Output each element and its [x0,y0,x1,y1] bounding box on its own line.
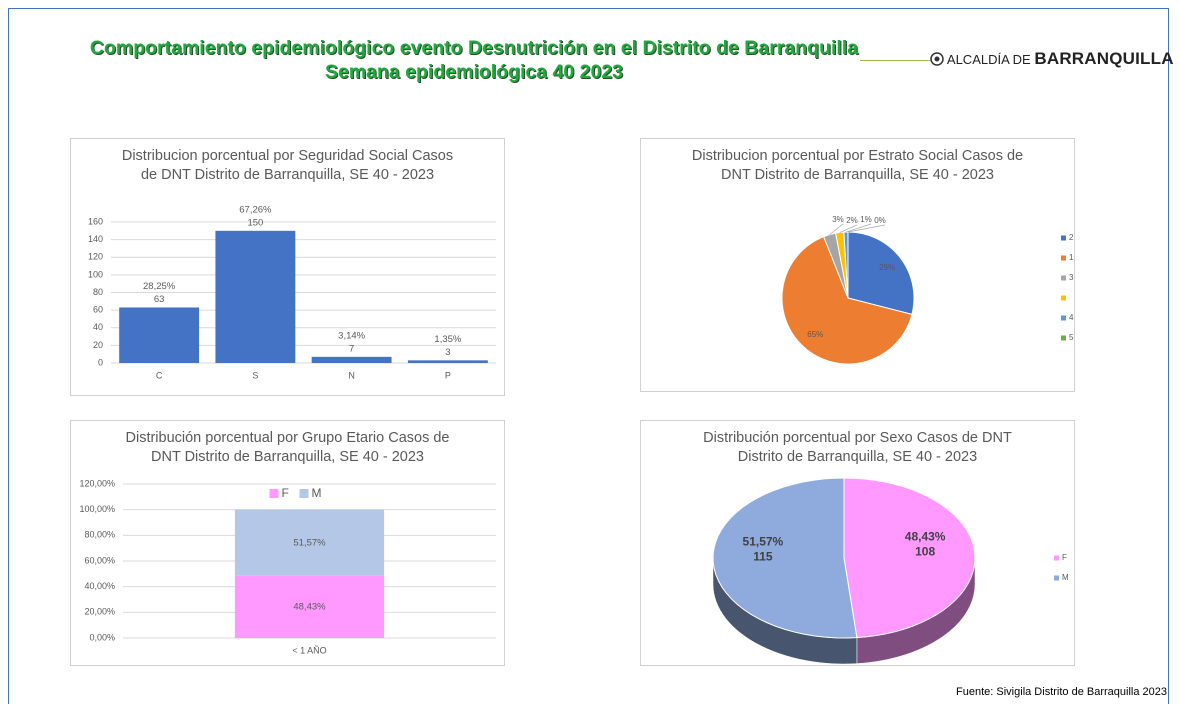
bar-segment [234,509,385,576]
title-rule [860,60,930,61]
source-note: Fuente: Sivigila Distrito de Barraquilla… [956,686,1167,698]
legend-swatch [1054,575,1059,581]
data-label: 3% [832,215,844,224]
data-label: 48,43% [905,530,946,544]
legend-swatch [1061,295,1066,301]
logo-name: BARRANQUILLA [1034,49,1174,68]
data-label: 65% [807,330,823,339]
data-label: 7 [349,343,354,354]
data-label: 51,57% [743,535,784,549]
y-tick-label: 0 [98,357,103,367]
chart-box: Distribucion porcentual por Seguridad So… [70,138,505,396]
legend-swatch [299,489,309,498]
pie-slice [781,235,913,365]
logo: ALCALDÍA DE BARRANQUILLA [930,49,1174,69]
percent-label: 1,35% [434,334,461,345]
y-tick-label: 20,00% [84,607,115,617]
y-tick-label: 120 [88,252,103,262]
bar-segment [234,575,385,638]
chart: 29% 65% 3% 2% 1% 0% 2 1 3 4 5 [781,215,1074,365]
data-label: 51,57% [293,537,326,548]
data-label: 3 [445,347,450,358]
chart-title: Distribucion porcentual por Seguridad So… [121,148,454,183]
y-tick-label: 100,00% [79,504,115,514]
bar [119,307,200,363]
legend-swatch [1061,255,1066,261]
data-label: 2% [846,216,858,225]
y-tick-label: 60,00% [84,555,115,565]
legend-label: M [1062,573,1069,582]
y-tick-label: 20 [93,340,103,350]
chart-box: Distribucion porcentual por Estrato Soci… [640,138,1075,392]
y-tick-label: 80 [93,287,103,297]
legend-label: 3 [1069,273,1074,282]
data-label: 63 [154,294,165,305]
y-tick-label: 120,00% [79,478,115,488]
data-label: 0% [874,216,886,225]
y-tick-label: 80,00% [84,530,115,540]
legend-swatch [1061,235,1066,241]
legend-swatch [1061,335,1066,341]
percent-label: 28,25% [143,281,176,292]
y-tick-label: 60 [93,305,103,315]
y-tick-label: 140 [88,234,103,244]
bar [311,356,392,363]
x-tick-label: C [156,370,163,380]
pie-slice [712,477,858,639]
x-tick-label: S [252,370,258,380]
logo-icon [930,52,944,66]
chart-title: Distribución porcentual por Grupo Etario… [125,430,450,465]
legend-label: 1 [1069,253,1074,262]
legend-label: F [1062,553,1067,562]
y-tick-label: 40 [93,322,103,332]
y-tick-label: 40,00% [84,581,115,591]
percent-label: 67,26% [239,204,272,215]
chart: 48,43%108 51,57%115 F M [712,477,1069,665]
legend-label: 5 [1069,333,1074,342]
count-label: 108 [915,545,935,559]
y-tick-label: 160 [88,216,103,226]
y-tick-label: 100 [88,269,103,279]
chart-title: Distribucion porcentual por Estrato Soci… [691,148,1024,183]
slide-title: Comportamiento epidemiológico evento Des… [89,37,859,83]
chart-box: Distribución porcentual por Sexo Casos d… [640,420,1075,666]
data-label: 1% [860,215,872,224]
leader-line [829,223,844,235]
logo-prefix: ALCALDÍA DE [946,52,1031,67]
percent-label: 3,14% [338,330,365,341]
data-label: 48,43% [293,601,326,612]
chart: 0,00% 20,00% 40,00% 60,00% 80,00% 100,00% 120,… [79,478,496,655]
legend-swatch [1054,555,1059,561]
x-tick-label: < 1 AÑO [292,645,326,655]
x-tick-label: P [445,370,451,380]
count-label: 115 [753,550,773,564]
pie-slice [843,477,976,639]
legend-swatch [269,489,279,498]
legend-swatch [1061,275,1066,281]
chart-box: Distribución porcentual por Grupo Etario… [70,420,505,666]
leader-line [845,223,872,233]
y-tick-label: 0,00% [89,632,115,642]
chart-title: Distribución porcentual por Sexo Casos d… [703,430,1012,465]
legend-label: 4 [1069,313,1074,322]
x-tick-label: N [348,370,355,380]
slide-frame [8,8,1169,704]
pie-slice [847,231,915,316]
legend-label: 2 [1069,233,1074,242]
data-label: 29% [879,263,895,272]
legend-swatch [1061,315,1066,321]
legend-label: M [312,486,322,500]
bar [215,230,296,363]
chart: 0 20 40 60 80 100 120 140 160 C 63 28,25% S 150 67,26%… [88,204,496,380]
data-label: 150 [247,217,263,228]
leader-line [847,224,886,233]
legend-label: F [282,486,289,500]
bar [407,360,488,363]
leader-line [839,224,858,233]
